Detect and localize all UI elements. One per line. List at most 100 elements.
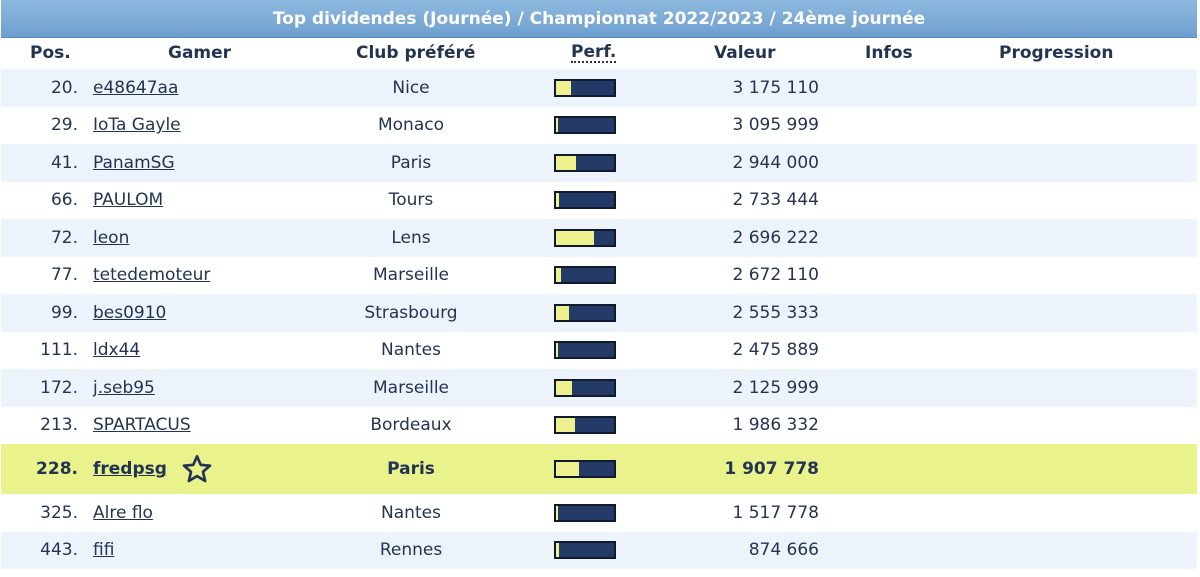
table-header: Pos. Gamer Club préféré Perf. Valeur Inf… bbox=[1, 38, 1197, 69]
perf-bar bbox=[554, 503, 616, 522]
gamer-link[interactable]: e48647aa bbox=[93, 77, 179, 98]
row-position: 66. bbox=[50, 190, 78, 211]
row-position: 99. bbox=[50, 302, 78, 323]
gamer-link[interactable]: PanamSG bbox=[93, 152, 175, 173]
club-name: Tours bbox=[388, 190, 434, 211]
value-cell: 874 666 bbox=[748, 540, 819, 561]
perf-bar-fill bbox=[556, 380, 572, 395]
header-pos[interactable]: Pos. bbox=[30, 43, 71, 63]
table-row: 172. j.seb95 Marseille 2 125 999 bbox=[1, 369, 1197, 407]
value-cell: 2 555 333 bbox=[732, 302, 819, 323]
value-cell: 2 475 889 bbox=[732, 340, 819, 361]
club-name: Nantes bbox=[381, 502, 441, 523]
gamer-link[interactable]: leon bbox=[93, 227, 130, 248]
value-cell: 2 944 000 bbox=[732, 152, 819, 173]
gamer-link[interactable]: fredpsg bbox=[93, 459, 167, 479]
value-cell: 1 517 778 bbox=[732, 502, 819, 523]
club-name: Marseille bbox=[372, 377, 450, 398]
club-name: Paris bbox=[390, 152, 432, 173]
row-position: 20. bbox=[50, 77, 78, 98]
row-position: 443. bbox=[40, 540, 78, 561]
perf-bar bbox=[554, 78, 616, 97]
perf-bar-fill bbox=[556, 343, 558, 358]
header-infos: Infos bbox=[865, 43, 913, 63]
value-cell: 1 907 778 bbox=[724, 459, 819, 479]
value-cell: 1 986 332 bbox=[732, 415, 819, 436]
header-perf[interactable]: Perf. bbox=[571, 42, 617, 63]
perf-bar bbox=[554, 541, 616, 560]
table-row: 66. PAULOM Tours 2 733 444 bbox=[1, 182, 1197, 220]
club-name: Nantes bbox=[381, 340, 441, 361]
gamer-link[interactable]: ldx44 bbox=[93, 340, 141, 361]
table-row: 325. Alre flo Nantes 1 517 778 bbox=[1, 494, 1197, 532]
club-name: Paris bbox=[387, 459, 435, 479]
gamer-link[interactable]: IoTa Gayle bbox=[93, 115, 181, 136]
club-name: Marseille bbox=[372, 265, 450, 286]
star-icon[interactable] bbox=[181, 453, 213, 485]
gamer-link[interactable]: PAULOM bbox=[93, 190, 164, 211]
club-name: Strasbourg bbox=[364, 302, 458, 323]
perf-bar-fill bbox=[556, 505, 558, 520]
table-title: Top dividendes (Journée) / Championnat 2… bbox=[1, 0, 1197, 38]
table-row: 41. PanamSG Paris 2 944 000 bbox=[1, 144, 1197, 182]
table-row: 99. bes0910 Strasbourg 2 555 333 bbox=[1, 294, 1197, 332]
table-row: 213. SPARTACUS Bordeaux 1 986 332 bbox=[1, 407, 1197, 445]
perf-bar-fill bbox=[556, 230, 594, 245]
club-name: Bordeaux bbox=[370, 415, 452, 436]
value-cell: 2 733 444 bbox=[732, 190, 819, 211]
header-club[interactable]: Club préféré bbox=[356, 43, 476, 63]
ranking-table-body: 20. e48647aa Nice 3 175 110 29. IoTa Gayle Mon… bbox=[1, 69, 1197, 569]
header-progression: Progression bbox=[999, 43, 1114, 63]
perf-bar bbox=[554, 266, 616, 285]
perf-bar-fill bbox=[556, 118, 558, 133]
perf-bar bbox=[554, 153, 616, 172]
gamer-link[interactable]: Alre flo bbox=[93, 502, 153, 523]
perf-bar bbox=[554, 228, 616, 247]
row-position: 172. bbox=[40, 377, 78, 398]
gamer-link[interactable]: j.seb95 bbox=[93, 377, 155, 398]
gamer-link[interactable]: SPARTACUS bbox=[93, 415, 191, 436]
club-name: Monaco bbox=[377, 115, 444, 136]
table-row: 20. e48647aa Nice 3 175 110 bbox=[1, 69, 1197, 107]
table-row: 443. fifi Rennes 874 666 bbox=[1, 531, 1197, 569]
perf-bar-fill bbox=[556, 418, 575, 433]
perf-bar bbox=[554, 416, 616, 435]
row-position: 72. bbox=[50, 227, 78, 248]
row-position: 325. bbox=[40, 502, 78, 523]
club-name: Lens bbox=[391, 227, 431, 248]
row-position: 77. bbox=[50, 265, 78, 286]
value-cell: 3 095 999 bbox=[732, 115, 819, 136]
perf-bar bbox=[554, 191, 616, 210]
perf-bar bbox=[554, 460, 616, 478]
row-position: 111. bbox=[40, 340, 78, 361]
perf-bar-fill bbox=[556, 543, 559, 558]
table-title-text: Top dividendes (Journée) / Championnat 2… bbox=[272, 8, 926, 29]
gamer-link[interactable]: tetedemoteur bbox=[93, 265, 211, 286]
gamer-link[interactable]: fifi bbox=[93, 540, 115, 561]
gamer-link[interactable]: bes0910 bbox=[93, 302, 167, 323]
perf-bar-fill bbox=[556, 80, 571, 95]
perf-bar bbox=[554, 378, 616, 397]
value-cell: 2 672 110 bbox=[732, 265, 819, 286]
value-cell: 3 175 110 bbox=[732, 77, 819, 98]
perf-bar bbox=[554, 303, 616, 322]
perf-bar-fill bbox=[556, 193, 559, 208]
row-position: 41. bbox=[50, 152, 78, 173]
table-row: 111. ldx44 Nantes 2 475 889 bbox=[1, 332, 1197, 370]
perf-bar-fill bbox=[556, 462, 579, 476]
value-cell: 2 125 999 bbox=[732, 377, 819, 398]
header-gamer[interactable]: Gamer bbox=[168, 43, 232, 63]
header-valeur[interactable]: Valeur bbox=[714, 43, 776, 63]
table-row: 77. tetedemoteur Marseille 2 672 110 bbox=[1, 257, 1197, 295]
row-position: 228. bbox=[36, 459, 78, 479]
perf-bar-fill bbox=[556, 155, 576, 170]
table-row: 72. leon Lens 2 696 222 bbox=[1, 219, 1197, 257]
table-row: 228. fredpsg Paris 1 907 778 bbox=[1, 444, 1197, 494]
perf-bar bbox=[554, 116, 616, 135]
club-name: Rennes bbox=[379, 540, 443, 561]
value-cell: 2 696 222 bbox=[732, 227, 819, 248]
table-row: 29. IoTa Gayle Monaco 3 095 999 bbox=[1, 107, 1197, 145]
row-position: 29. bbox=[50, 115, 78, 136]
perf-bar bbox=[554, 341, 616, 360]
perf-bar-fill bbox=[556, 305, 569, 320]
